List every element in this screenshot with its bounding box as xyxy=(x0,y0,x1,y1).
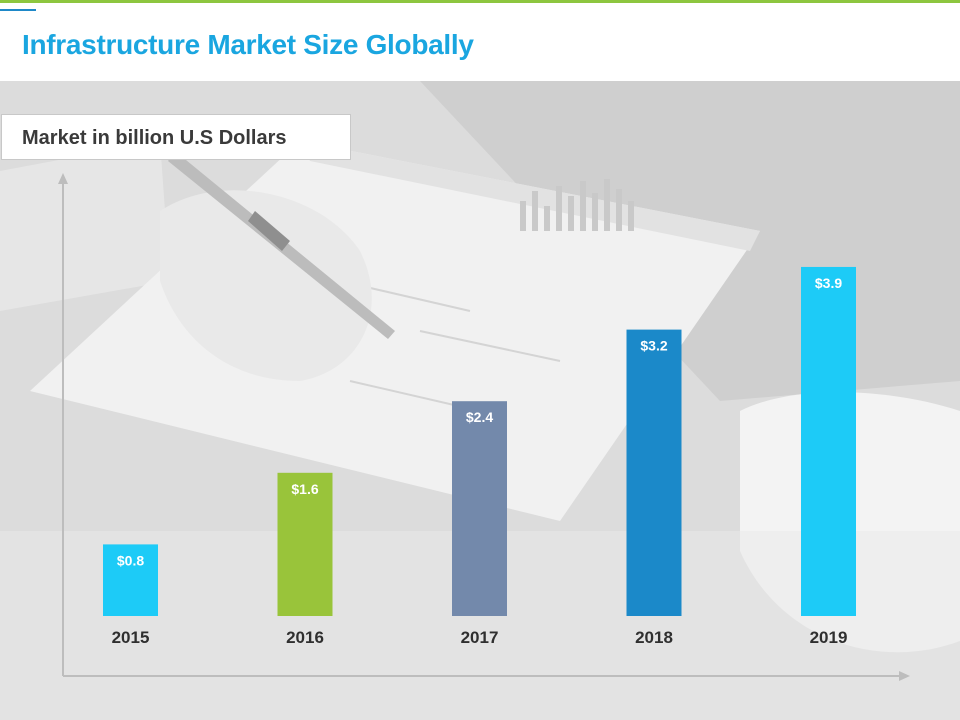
header: Infrastructure Market Size Globally xyxy=(0,3,960,81)
bar-2016 xyxy=(277,472,333,616)
bar-value-label: $0.8 xyxy=(117,552,144,568)
bar-series: $0.8 2015 $1.6 2016 $2.4 2017 $3.2 2018 $3.9 2019 xyxy=(103,266,856,647)
y-axis-label: Market in billion U.S Dollars xyxy=(22,127,287,149)
x-tick-label: 2017 xyxy=(461,628,499,647)
y-axis-label-box: Market in billion U.S Dollars xyxy=(1,114,351,160)
y-axis-arrow xyxy=(58,173,68,184)
bar-value-label: $3.9 xyxy=(815,275,842,291)
page-title: Infrastructure Market Size Globally xyxy=(22,29,474,60)
bar-2015 xyxy=(103,544,158,616)
x-tick-label: 2019 xyxy=(810,628,848,647)
bar-2018 xyxy=(626,329,682,616)
bar-2017 xyxy=(452,401,507,616)
header-accent-mark xyxy=(0,9,36,11)
bar-value-label: $1.6 xyxy=(291,481,318,497)
x-tick-label: 2016 xyxy=(286,628,324,647)
x-tick-label: 2015 xyxy=(112,628,150,647)
x-axis-arrow xyxy=(899,671,910,681)
bar-value-label: $3.2 xyxy=(640,338,667,354)
x-tick-label: 2018 xyxy=(635,628,673,647)
bar-2019 xyxy=(801,266,856,616)
bar-value-label: $2.4 xyxy=(466,409,493,425)
top-accent-line xyxy=(0,0,960,3)
